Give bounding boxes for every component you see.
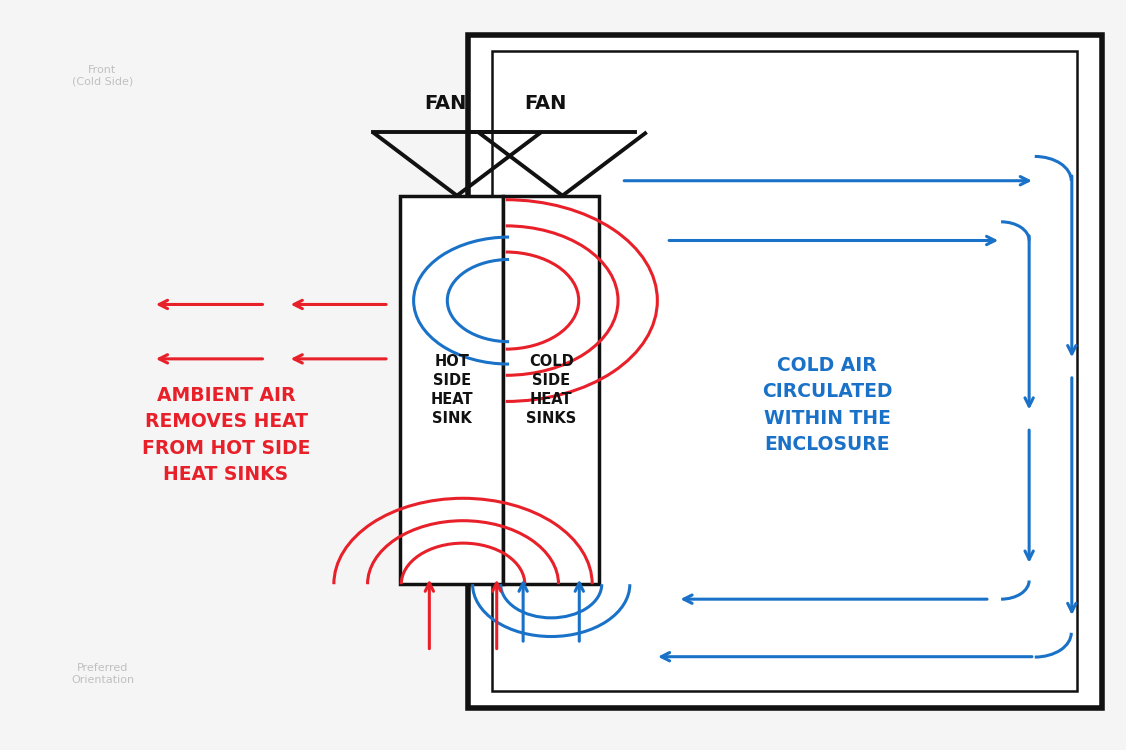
Text: AMBIENT AIR
REMOVES HEAT
FROM HOT SIDE
HEAT SINKS: AMBIENT AIR REMOVES HEAT FROM HOT SIDE H…	[142, 386, 311, 484]
Text: FAN: FAN	[425, 94, 467, 113]
Bar	[503, 196, 599, 584]
Text: HOT
SIDE
HEAT
SINK: HOT SIDE HEAT SINK	[430, 354, 473, 426]
Text: Preferred
Orientation: Preferred Orientation	[71, 663, 134, 685]
Text: COLD AIR
CIRCULATED
WITHIN THE
ENCLOSURE: COLD AIR CIRCULATED WITHIN THE ENCLOSURE	[761, 356, 892, 454]
Bar	[467, 35, 1102, 707]
Bar	[492, 52, 1078, 691]
Text: Front
(Cold Side): Front (Cold Side)	[72, 65, 133, 87]
Bar	[400, 196, 503, 584]
Text: FAN: FAN	[525, 94, 566, 113]
Text: COLD
SIDE
HEAT
SINKS: COLD SIDE HEAT SINKS	[526, 354, 577, 426]
